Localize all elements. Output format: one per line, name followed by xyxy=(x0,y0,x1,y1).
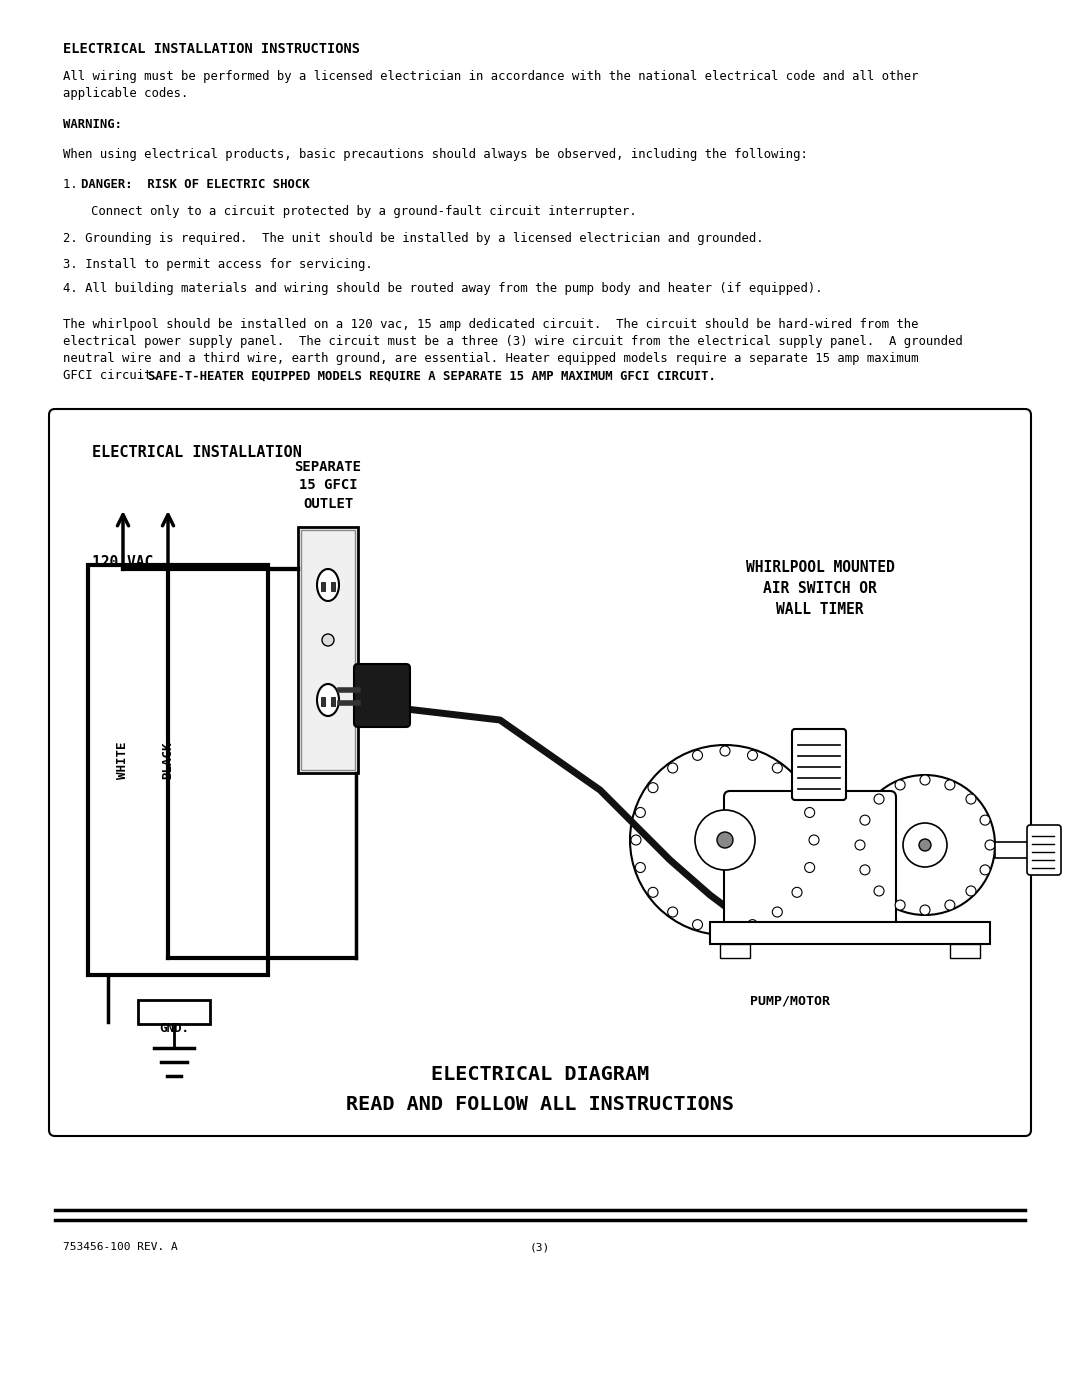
Circle shape xyxy=(635,807,646,817)
Circle shape xyxy=(692,919,702,929)
Text: PUMP/MOTOR: PUMP/MOTOR xyxy=(750,995,831,1009)
Circle shape xyxy=(860,865,870,875)
FancyBboxPatch shape xyxy=(1027,826,1061,875)
Text: ELECTRICAL DIAGRAM: ELECTRICAL DIAGRAM xyxy=(431,1065,649,1084)
Circle shape xyxy=(667,907,677,916)
Circle shape xyxy=(772,763,782,773)
Bar xyxy=(298,527,357,773)
Circle shape xyxy=(985,840,995,849)
Circle shape xyxy=(945,780,955,789)
Text: SEPARATE
15 GFCI
OUTLET: SEPARATE 15 GFCI OUTLET xyxy=(295,460,362,511)
Ellipse shape xyxy=(318,685,339,717)
Text: BLACK: BLACK xyxy=(162,742,175,778)
Text: GND.: GND. xyxy=(159,1023,189,1035)
Bar xyxy=(950,944,980,958)
Text: Connect only to a circuit protected by a ground-fault circuit interrupter.: Connect only to a circuit protected by a… xyxy=(91,205,637,218)
Circle shape xyxy=(792,782,802,792)
Circle shape xyxy=(945,900,955,909)
Bar xyxy=(995,842,1030,858)
Text: READ AND FOLLOW ALL INSTRUCTIONS: READ AND FOLLOW ALL INSTRUCTIONS xyxy=(346,1095,734,1113)
Circle shape xyxy=(805,807,814,817)
Circle shape xyxy=(630,745,820,935)
Text: ELECTRICAL INSTALLATION INSTRUCTIONS: ELECTRICAL INSTALLATION INSTRUCTIONS xyxy=(63,42,360,56)
FancyBboxPatch shape xyxy=(354,664,410,726)
Text: applicable codes.: applicable codes. xyxy=(63,87,188,101)
Circle shape xyxy=(747,919,757,929)
Circle shape xyxy=(980,814,990,826)
Circle shape xyxy=(648,782,658,792)
Circle shape xyxy=(805,862,814,873)
Text: (3): (3) xyxy=(530,1242,550,1252)
Text: WHIRLPOOL MOUNTED
AIR SWITCH OR
WALL TIMER: WHIRLPOOL MOUNTED AIR SWITCH OR WALL TIM… xyxy=(745,560,894,617)
Bar xyxy=(301,529,355,770)
Circle shape xyxy=(903,823,947,868)
FancyBboxPatch shape xyxy=(724,791,896,928)
Circle shape xyxy=(720,923,730,935)
Circle shape xyxy=(895,900,905,909)
Bar xyxy=(710,922,990,944)
Circle shape xyxy=(772,907,782,916)
Bar xyxy=(720,944,750,958)
Circle shape xyxy=(855,840,865,849)
Text: 753456-100 REV. A: 753456-100 REV. A xyxy=(63,1242,178,1252)
Circle shape xyxy=(635,862,646,873)
Circle shape xyxy=(717,833,733,848)
Bar xyxy=(87,564,268,975)
Text: neutral wire and a third wire, earth ground, are essential. Heater equipped mode: neutral wire and a third wire, earth gro… xyxy=(63,352,918,365)
Text: GFCI circuit.: GFCI circuit. xyxy=(63,369,166,381)
Circle shape xyxy=(920,775,930,785)
Circle shape xyxy=(874,886,885,895)
Circle shape xyxy=(809,835,819,845)
Bar xyxy=(321,583,325,591)
Text: When using electrical products, basic precautions should always be observed, inc: When using electrical products, basic pr… xyxy=(63,148,808,161)
Circle shape xyxy=(980,865,990,875)
Text: All wiring must be performed by a licensed electrician in accordance with the na: All wiring must be performed by a licens… xyxy=(63,70,918,82)
Circle shape xyxy=(860,814,870,826)
Circle shape xyxy=(874,793,885,805)
Text: 4. All building materials and wiring should be routed away from the pump body an: 4. All building materials and wiring sho… xyxy=(63,282,823,295)
Text: ELECTRICAL INSTALLATION: ELECTRICAL INSTALLATION xyxy=(92,446,302,460)
Circle shape xyxy=(648,887,658,897)
Text: 120 VAC: 120 VAC xyxy=(92,555,153,570)
Text: SAFE-T-HEATER EQUIPPED MODELS REQUIRE A SEPARATE 15 AMP MAXIMUM GFCI CIRCUIT.: SAFE-T-HEATER EQUIPPED MODELS REQUIRE A … xyxy=(148,369,716,381)
Circle shape xyxy=(720,746,730,756)
Circle shape xyxy=(667,763,677,773)
Circle shape xyxy=(631,835,642,845)
Text: WHITE: WHITE xyxy=(117,742,130,778)
FancyBboxPatch shape xyxy=(49,409,1031,1136)
Text: 3. Install to permit access for servicing.: 3. Install to permit access for servicin… xyxy=(63,258,373,271)
Text: 2. Grounding is required.  The unit should be installed by a licensed electricia: 2. Grounding is required. The unit shoul… xyxy=(63,232,764,244)
FancyBboxPatch shape xyxy=(792,729,846,800)
Bar xyxy=(330,697,335,705)
Bar xyxy=(330,583,335,591)
Circle shape xyxy=(792,887,802,897)
Circle shape xyxy=(747,750,757,760)
Circle shape xyxy=(966,793,976,805)
Ellipse shape xyxy=(318,569,339,601)
Text: The whirlpool should be installed on a 120 vac, 15 amp dedicated circuit.  The c: The whirlpool should be installed on a 1… xyxy=(63,319,918,331)
Circle shape xyxy=(895,780,905,789)
Circle shape xyxy=(920,905,930,915)
FancyBboxPatch shape xyxy=(138,1000,210,1024)
Circle shape xyxy=(966,886,976,895)
Circle shape xyxy=(692,750,702,760)
Text: WARNING:: WARNING: xyxy=(63,117,122,131)
Text: DANGER:  RISK OF ELECTRIC SHOCK: DANGER: RISK OF ELECTRIC SHOCK xyxy=(81,177,310,191)
Circle shape xyxy=(919,840,931,851)
Text: electrical power supply panel.  The circuit must be a three (3) wire circuit fro: electrical power supply panel. The circu… xyxy=(63,335,962,348)
Circle shape xyxy=(696,810,755,870)
Circle shape xyxy=(322,634,334,645)
Text: 1.: 1. xyxy=(63,177,85,191)
Bar xyxy=(321,697,325,705)
Circle shape xyxy=(855,775,995,915)
